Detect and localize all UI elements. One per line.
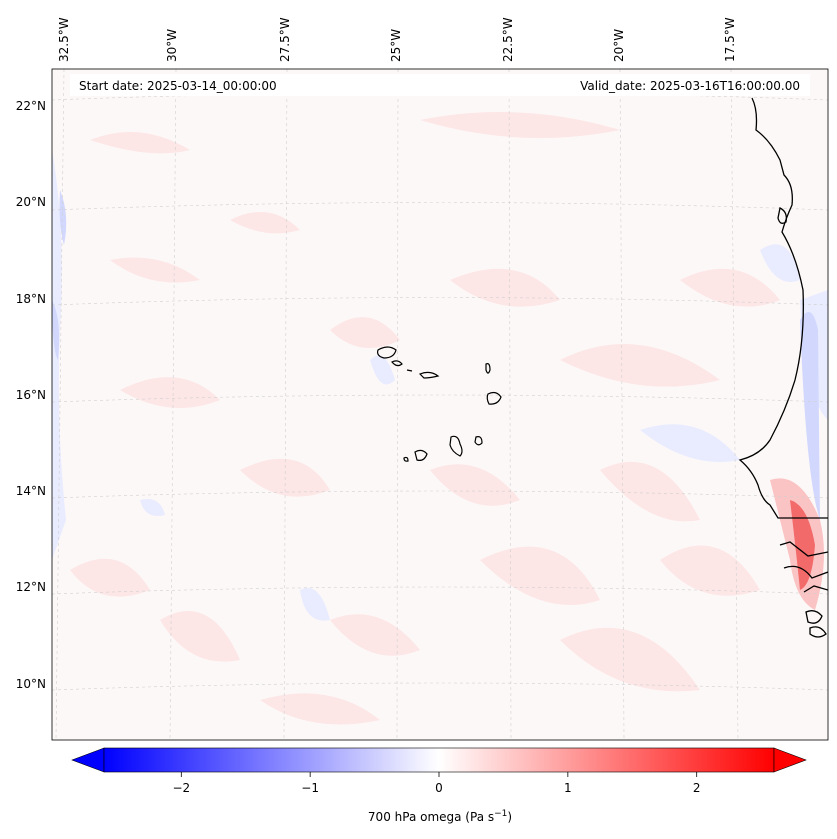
island-fogo [414, 449, 428, 461]
lat-label: 20°N [16, 195, 46, 209]
positive-streaks [70, 112, 780, 725]
longitude-labels: 32.5°W 30°W 27.5°W 25°W 22.5°W 20°W 17.5… [57, 17, 737, 62]
graticule [52, 69, 828, 740]
header-band [70, 74, 810, 96]
island-sao-vicente [391, 360, 403, 367]
lat-label: 18°N [16, 292, 46, 306]
africa-coastline [738, 97, 828, 638]
colorbar-tick-label: 2 [693, 781, 701, 795]
colorbar-tick-label: 0 [435, 781, 443, 795]
colorbar: −2 −1 0 1 2 700 hPa omega (Pa s−1) [71, 747, 807, 824]
lon-label: 27.5°W [278, 17, 292, 62]
lon-label: 22.5°W [501, 17, 515, 62]
lon-label: 20°W [612, 29, 626, 62]
map-frame [51, 68, 829, 741]
colorbar-extend-max [773, 747, 807, 773]
latitude-labels: 22°N 20°N 18°N 16°N 14°N 12°N 10°N [16, 99, 46, 691]
negative-band-west [52, 150, 66, 560]
valid-date-label: Valid_date: 2025-03-16T16:00:00.00 [580, 79, 800, 93]
colorbar-label: 700 hPa omega (Pa s−1) [368, 809, 512, 824]
lon-label: 25°W [389, 29, 403, 62]
island-maio [474, 436, 483, 446]
colorbar-body [103, 747, 775, 773]
colorbar-tick-label: −2 [172, 781, 190, 795]
lat-label: 22°N [16, 99, 46, 113]
colorbar-tick-label: −1 [301, 781, 319, 795]
lon-label: 32.5°W [57, 17, 71, 62]
colorbar-tick-label: 1 [564, 781, 572, 795]
lat-label: 10°N [16, 677, 46, 691]
lat-label: 16°N [16, 388, 46, 402]
island-boa-vista [486, 391, 502, 405]
lon-label: 17.5°W [723, 17, 737, 62]
island-sal [485, 363, 491, 374]
island-santo-antao [377, 346, 397, 359]
start-date-label: Start date: 2025-03-14_00:00:00 [79, 79, 277, 93]
omega-field [52, 69, 828, 740]
cape-verde-islands [377, 346, 502, 462]
colorbar-extend-min [71, 747, 105, 773]
island-sao-nicolau [418, 371, 440, 379]
lon-label: 30°W [165, 29, 179, 62]
island-santiago [449, 435, 463, 457]
lat-label: 14°N [16, 484, 46, 498]
island-santa-luzia [406, 369, 413, 372]
island-brava [403, 456, 409, 462]
lat-label: 12°N [16, 580, 46, 594]
